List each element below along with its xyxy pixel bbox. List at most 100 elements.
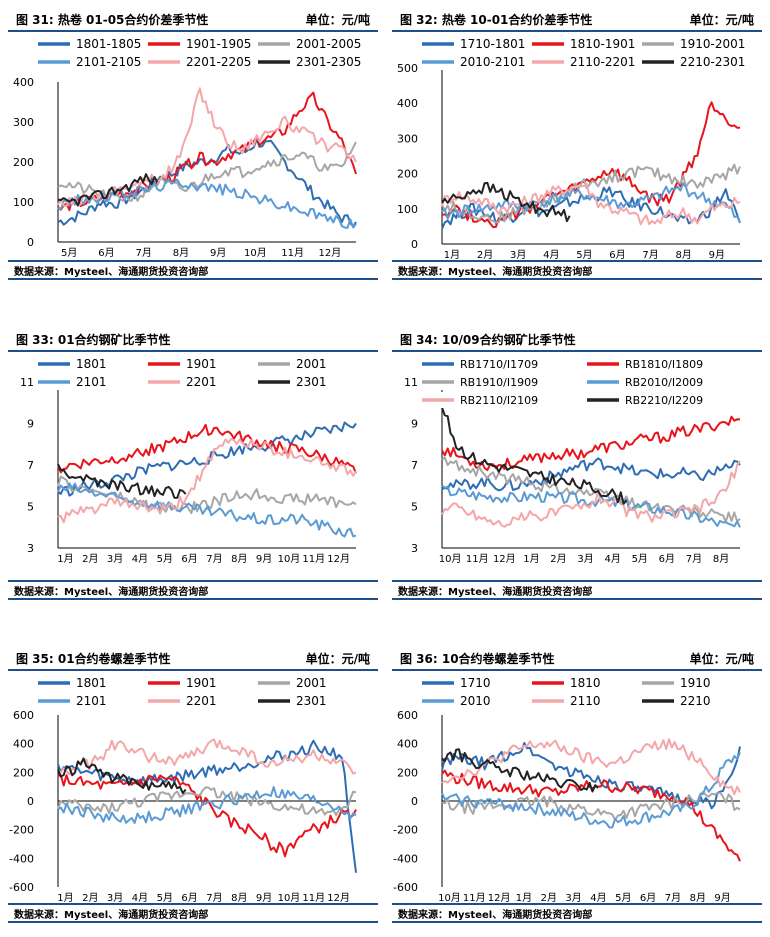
legend-label: 2110-2201 — [570, 55, 635, 69]
legend-bg — [528, 54, 632, 70]
legend-label: 1810 — [570, 676, 601, 690]
x-tick-label: 5月 — [576, 249, 592, 261]
panel-title: 图 32: 热卷 10-01合约价差季节性 — [400, 13, 593, 27]
x-tick-label: 9月 — [256, 892, 272, 904]
series-line-1801-1805 — [57, 138, 357, 228]
legend-label: RB2110/I2109 — [460, 394, 538, 407]
x-tick-label: 6月 — [98, 247, 114, 259]
legend-bg — [528, 693, 632, 709]
x-tick-label: 4月 — [604, 553, 620, 565]
x-tick-label: 5月 — [615, 892, 631, 904]
panel-title: 图 34: 10/09合约钢矿比季节性 — [400, 333, 576, 347]
y-tick-label: -200 — [393, 824, 418, 837]
series-line-2101-2105 — [57, 178, 357, 229]
line-chart: 3 5 7 9 11 1月 2月 3月 4月 5月 6月 7月 8月 9月 10月 11月 12月 1801 190… — [20, 356, 358, 565]
y-tick-label: -400 — [9, 852, 34, 865]
legend-bg — [34, 374, 138, 390]
legend-bg — [418, 54, 522, 70]
x-tick-label: 1月 — [523, 553, 539, 565]
legend-bg — [144, 693, 248, 709]
y-tick-label: 9 — [27, 418, 34, 431]
series-line-2101 — [57, 786, 357, 824]
legend-bg — [254, 693, 358, 709]
y-tick-label: -600 — [393, 881, 418, 894]
x-tick-label: 7月 — [686, 553, 702, 565]
x-tick-label: 12月 — [327, 553, 350, 565]
series-line-2301 — [57, 757, 187, 795]
x-tick-label: 1月 — [516, 892, 532, 904]
x-tick-label: 11月 — [463, 892, 486, 904]
legend-label: 1710 — [460, 676, 491, 690]
panel-title-bar: 图 36: 10合约卷螺差季节性 单位：元/吨 — [392, 647, 762, 671]
y-tick-label: 11 — [404, 376, 418, 389]
chart-panel-33: 图 33: 01合约钢矿比季节性 3 5 7 9 11 1月 2月 3月 4月 5月 6月 7月 8月 9… — [8, 328, 378, 600]
x-tick-label: 4月 — [590, 892, 606, 904]
chart-panel-32: 图 32: 热卷 10-01合约价差季节性 单位：元/吨 0 100 200 300 4… — [392, 8, 762, 280]
legend-bg — [418, 693, 522, 709]
chart-panel-31: 图 31: 热卷 01-05合约价差季节性 单位：元/吨 0 100 200 300 4… — [8, 8, 378, 280]
y-tick-label: 3 — [27, 542, 34, 555]
legend-bg — [34, 356, 138, 372]
y-tick-label: 7 — [27, 459, 34, 472]
series-line-2301 — [57, 463, 187, 499]
legend-label: 2010 — [460, 694, 491, 708]
legend-bg — [638, 675, 742, 691]
x-tick-label: 6月 — [181, 892, 197, 904]
legend-label: 1901-1905 — [186, 37, 251, 51]
x-tick-label: 11月 — [302, 892, 325, 904]
series-line-RB2110/I2109 — [441, 460, 741, 528]
panel-title: 图 36: 10合约卷螺差季节性 — [400, 652, 555, 666]
legend-label: RB1710/I1709 — [460, 358, 538, 371]
y-tick-label: 600 — [13, 709, 34, 722]
series-line-1901 — [57, 423, 357, 474]
series-line-RB1910/I1909 — [441, 456, 741, 523]
series-line-2001 — [57, 786, 357, 816]
y-tick-label: 200 — [397, 766, 418, 779]
x-tick-label: 4月 — [132, 892, 148, 904]
chart-panel-35: 图 35: 01合约卷螺差季节性 单位：元/吨 -600 -400 -200 0 200… — [8, 647, 378, 925]
x-tick-label: 8月 — [231, 892, 247, 904]
series-line-RB1710/I1709 — [441, 457, 741, 492]
series-line-1910-2001 — [441, 163, 741, 224]
legend-bg — [583, 356, 742, 372]
x-tick-label: 5月 — [157, 892, 173, 904]
y-tick-label: 5 — [411, 501, 418, 514]
x-tick-label: 4月 — [543, 249, 559, 261]
y-tick-label: 200 — [13, 156, 34, 169]
x-tick-label: 10月 — [244, 247, 267, 259]
x-tick-label: 5月 — [157, 553, 173, 565]
panel-unit: 单位：元/吨 — [305, 652, 370, 666]
x-tick-label: 8月 — [173, 247, 189, 259]
panel-unit: 单位：元/吨 — [305, 13, 370, 27]
legend-label: 2301 — [296, 375, 327, 389]
legend-bg — [34, 675, 138, 691]
x-tick-label: 8月 — [231, 553, 247, 565]
series-line-2110-2201 — [441, 182, 741, 226]
legend-label: 2210-2301 — [680, 55, 745, 69]
x-tick-label: 6月 — [640, 892, 656, 904]
panel-title: 图 35: 01合约卷螺差季节性 — [16, 652, 171, 666]
x-tick-label: 9月 — [709, 249, 725, 261]
series-line-2110 — [441, 738, 741, 796]
series-line-2010 — [441, 751, 741, 829]
y-tick-label: 3 — [411, 542, 418, 555]
legend-label: 1801-1805 — [76, 37, 141, 51]
panel-title-bar: 图 31: 热卷 01-05合约价差季节性 单位：元/吨 — [8, 8, 378, 32]
y-tick-label: 400 — [13, 76, 34, 89]
x-tick-label: 1月 — [444, 249, 460, 261]
x-tick-label: 2月 — [82, 892, 98, 904]
source-note: 数据来源：Mysteel、海通期货投资咨询部 — [398, 267, 593, 278]
x-tick-label: 11月 — [302, 553, 325, 565]
y-tick-label: 500 — [397, 62, 418, 75]
legend-bg — [144, 36, 248, 52]
y-tick-label: 5 — [27, 501, 34, 514]
legend-label: 1801 — [76, 357, 107, 371]
source-bar: 数据来源：Mysteel、海通期货投资咨询部 — [392, 260, 762, 280]
source-bar: 数据来源：Mysteel、海通期货投资咨询部 — [8, 260, 378, 280]
legend-label: 2201-2205 — [186, 55, 251, 69]
y-tick-label: -200 — [9, 824, 34, 837]
legend-bg — [144, 374, 248, 390]
x-tick-label: 10月 — [439, 553, 462, 565]
legend-label: 2201 — [186, 375, 217, 389]
panel-title-bar: 图 34: 10/09合约钢矿比季节性 — [392, 328, 762, 352]
